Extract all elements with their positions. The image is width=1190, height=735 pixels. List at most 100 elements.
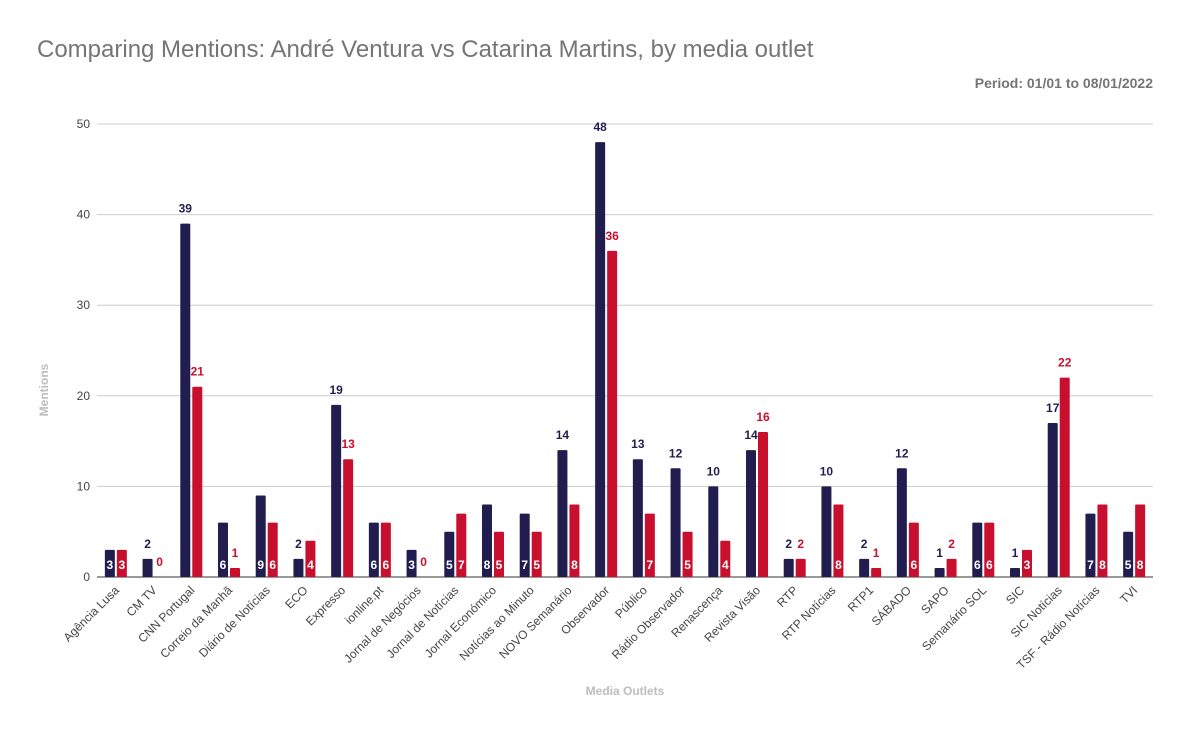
data-label-martins: 8 [1099, 558, 1106, 572]
bar-ventura [1010, 567, 1020, 577]
data-label-ventura: 9 [257, 558, 264, 572]
bar-martins [644, 513, 655, 577]
bar-ventura [896, 468, 907, 577]
bar-ventura [670, 468, 681, 577]
bar-martins [456, 513, 467, 577]
bar-martins [682, 531, 693, 577]
x-axis-label: Media Outlets [586, 684, 665, 698]
data-label-ventura: 10 [707, 464, 721, 478]
bar-martins [1097, 504, 1108, 577]
data-label-ventura: 2 [861, 537, 868, 551]
data-label-ventura: 5 [446, 558, 453, 572]
data-label-martins: 6 [383, 558, 390, 572]
data-label-martins: 5 [496, 558, 503, 572]
y-tick-label: 30 [77, 298, 91, 312]
data-label-ventura: 6 [220, 558, 227, 572]
data-label-martins: 6 [269, 558, 276, 572]
bar-martins [833, 504, 844, 577]
bar-martins [230, 567, 240, 577]
bar-ventura [595, 142, 606, 577]
bar-ventura [368, 522, 379, 577]
bars [104, 142, 1146, 577]
data-label-ventura: 8 [484, 558, 491, 572]
bar-ventura [142, 558, 153, 577]
x-tick-label: Diário de Notícias [196, 583, 273, 660]
bar-martins [984, 522, 995, 577]
data-label-ventura: 3 [408, 558, 415, 572]
data-label-martins: 3 [119, 558, 126, 572]
data-label-martins: 16 [756, 410, 770, 424]
bar-martins [908, 522, 919, 577]
bar-martins [720, 540, 731, 577]
x-tick-label: Expresso [303, 583, 349, 629]
x-tick-label: SIC [1003, 583, 1027, 607]
bar-ventura [972, 522, 983, 577]
data-label-martins: 7 [647, 558, 654, 572]
bar-ventura [218, 522, 228, 577]
bar-ventura [104, 549, 115, 577]
bar-martins [494, 531, 504, 577]
data-label-ventura: 19 [329, 383, 343, 397]
y-axis-label: Mentions [37, 363, 51, 416]
bar-ventura [746, 450, 756, 577]
bar-martins [116, 549, 127, 577]
bar-ventura [331, 404, 342, 577]
bar-martins [607, 250, 618, 577]
bar-martins [343, 459, 354, 577]
data-label-ventura: 2 [295, 537, 302, 551]
bar-martins [192, 386, 203, 577]
bar-martins [267, 522, 278, 577]
data-label-martins: 5 [533, 558, 540, 572]
y-tick-label: 0 [83, 570, 90, 584]
bar-ventura [708, 486, 719, 577]
data-label-martins: 1 [232, 546, 239, 560]
bar-martins [758, 432, 768, 577]
data-label-martins: 21 [191, 365, 205, 379]
bar-martins [871, 567, 882, 577]
bar-ventura [1047, 422, 1058, 577]
y-tick-labels: 0 10 20 30 40 50 [77, 117, 91, 584]
data-label-martins: 2 [948, 537, 955, 551]
chart-title: Comparing Mentions: André Ventura vs Cat… [37, 36, 814, 63]
chart-subtitle: Period: 01/01 to 08/01/2022 [974, 75, 1153, 91]
data-label-martins: 36 [605, 229, 619, 243]
data-label-martins: 2 [797, 537, 804, 551]
data-label-ventura: 12 [895, 446, 909, 460]
bar-martins [531, 531, 542, 577]
data-label-martins: 5 [684, 558, 691, 572]
bar-martins [380, 522, 391, 577]
x-tick-label: Semanário SOL [919, 583, 990, 654]
data-label-ventura: 39 [179, 202, 193, 216]
x-tick-label: SÁBADO [868, 583, 914, 629]
data-label-ventura: 14 [744, 428, 758, 442]
y-tick-label: 40 [77, 208, 91, 222]
bar-ventura [406, 549, 417, 577]
bar-ventura [482, 504, 492, 577]
data-label-ventura: 10 [820, 464, 834, 478]
data-label-ventura: 3 [107, 558, 114, 572]
x-tick-label: SAPO [918, 583, 951, 616]
x-tick-label: Agência Lusa [61, 583, 123, 645]
data-label-martins: 22 [1058, 356, 1072, 370]
x-tick-label: CM TV [124, 583, 160, 619]
data-label-ventura: 1 [936, 546, 943, 560]
data-label-martins: 8 [571, 558, 578, 572]
data-label-martins: 0 [156, 555, 163, 569]
bar-ventura [859, 558, 870, 577]
data-label-martins: 13 [341, 437, 355, 451]
data-label-martins: 4 [307, 558, 314, 572]
data-label-martins: 7 [458, 558, 465, 572]
bar-ventura [180, 223, 191, 577]
bar-ventura [255, 495, 266, 577]
bar-martins [1059, 377, 1070, 577]
data-label-ventura: 2 [785, 537, 792, 551]
bar-ventura [444, 531, 455, 577]
x-tick-label: TVI [1117, 583, 1140, 606]
data-label-martins: 1 [873, 546, 880, 560]
bar-ventura [293, 558, 304, 577]
data-label-martins: 6 [986, 558, 993, 572]
data-label-martins: 4 [722, 558, 729, 572]
bar-ventura [783, 558, 794, 577]
